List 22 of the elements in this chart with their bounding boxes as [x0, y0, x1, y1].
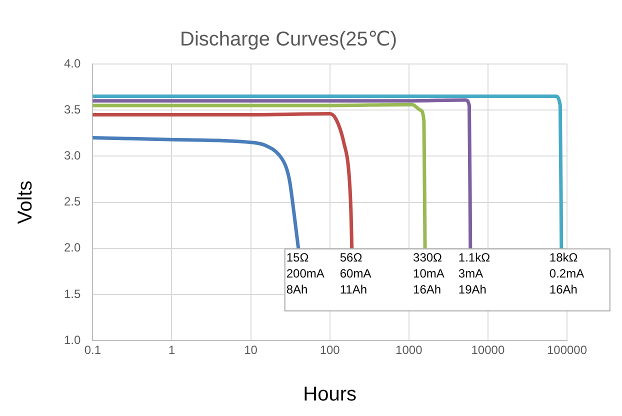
x-tick-label: 1000 [396, 343, 423, 358]
x-tick-label: 100000 [546, 343, 588, 358]
annotation: 330Ω 10mA 16Ah [413, 250, 444, 297]
x-tick-label: 10 [244, 343, 258, 358]
x-axis-title: Hours [303, 384, 357, 406]
annotation: 56Ω 60mA 11Ah [340, 250, 372, 297]
x-tick-label: 0.1 [84, 343, 102, 358]
x-tick-label: 100 [320, 343, 340, 358]
y-axis-title: Volts [14, 180, 37, 224]
annotation: 15Ω 200mA 8Ah [286, 250, 324, 297]
y-tick-label: 3.5 [64, 102, 81, 116]
annotation: 1.1kΩ 3mA 19Ah [458, 250, 490, 297]
y-tick-label: 4.0 [64, 56, 81, 70]
y-tick-label: 1.5 [64, 286, 81, 301]
y-tick-label: 2.0 [64, 240, 81, 255]
y-tick-label: 1.0 [64, 332, 81, 347]
x-tick-label: 1 [168, 343, 176, 358]
annotation: 18kΩ 0.2mA 16Ah [549, 250, 584, 297]
x-tick-label: 10000 [471, 343, 505, 358]
y-tick-label: 2.5 [64, 194, 81, 209]
y-tick-label: 3.0 [64, 148, 81, 163]
chart-title: Discharge Curves(25℃) [180, 28, 397, 51]
